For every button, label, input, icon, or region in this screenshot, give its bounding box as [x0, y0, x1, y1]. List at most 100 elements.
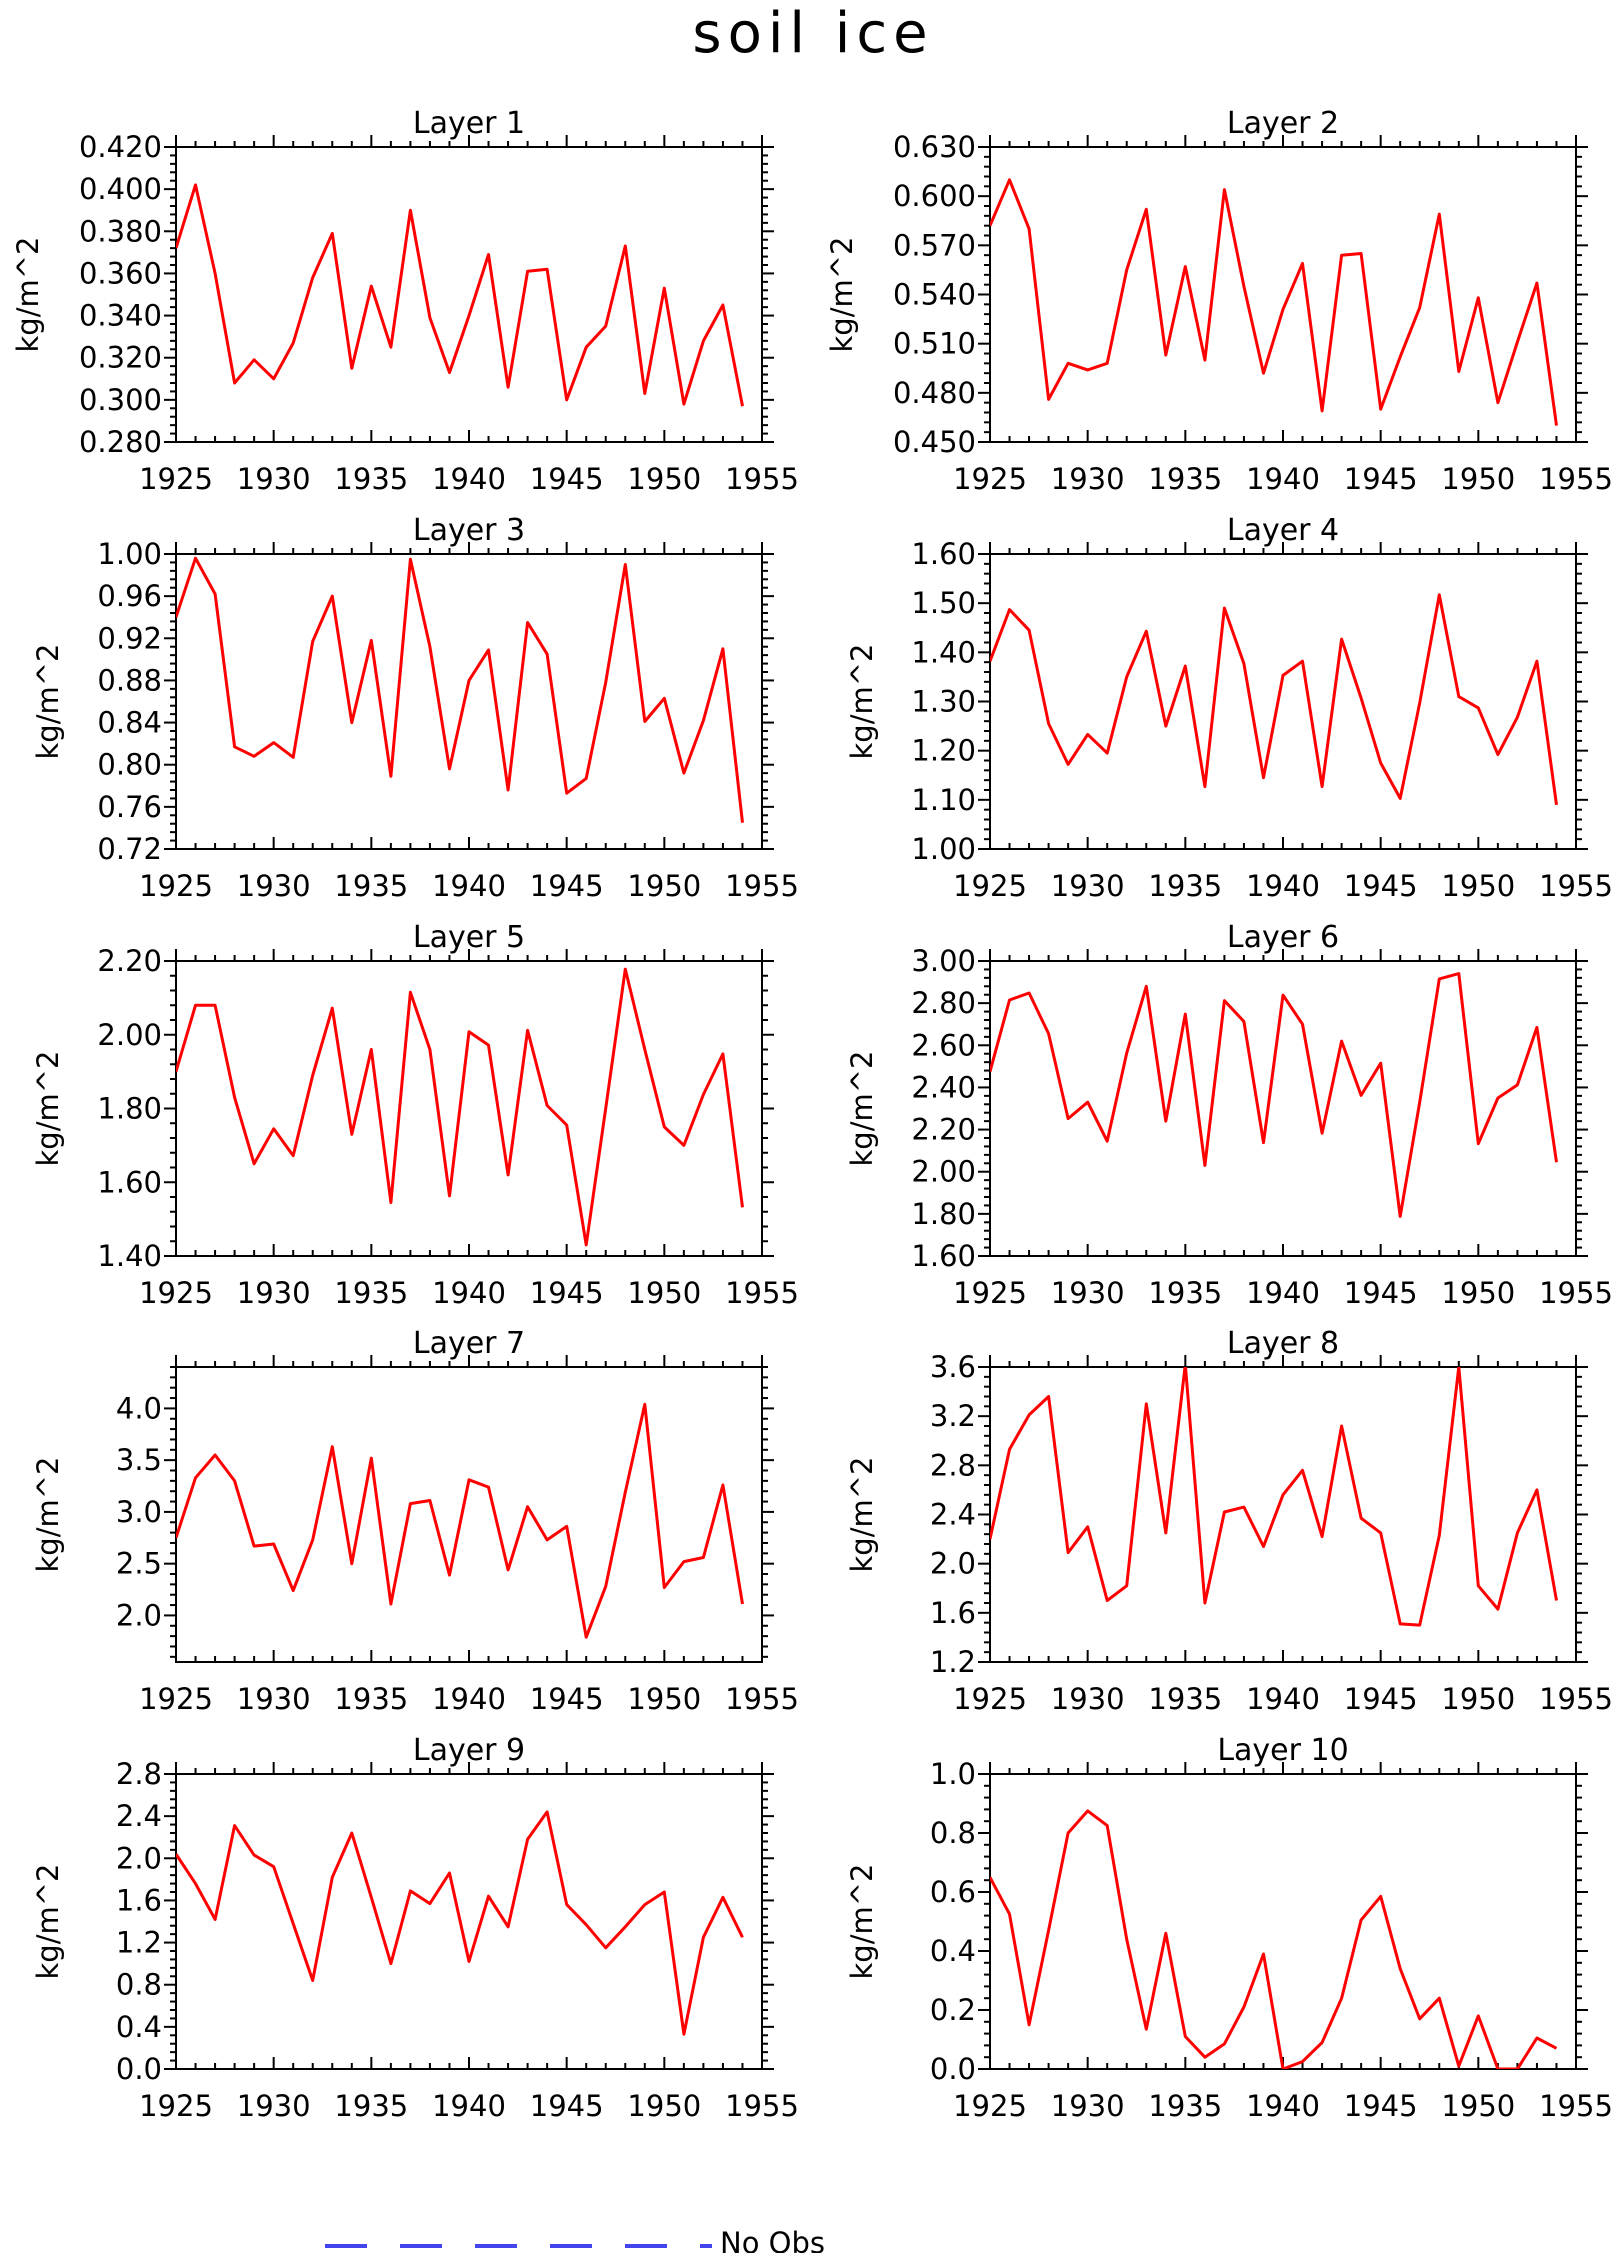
y-tick-label: 1.60 — [911, 537, 976, 571]
x-tick-label: 1925 — [139, 462, 213, 496]
x-tick-label: 1940 — [432, 869, 506, 903]
y-tick-label: 0.4 — [116, 2010, 162, 2044]
series-line — [176, 1810, 744, 2036]
y-tick-label: 0.4 — [930, 1934, 976, 1968]
plot-frame — [175, 146, 763, 443]
y-tick-label: 1.60 — [911, 1239, 976, 1273]
y-tick-label: 0.76 — [97, 790, 162, 824]
y-tick-label: 2.60 — [911, 1028, 976, 1062]
plot-frame — [989, 1773, 1577, 2070]
x-tick-label: 1955 — [725, 1682, 799, 1716]
x-tick-label: 1950 — [627, 1682, 701, 1716]
y-tick-label: 1.50 — [911, 586, 976, 620]
x-tick-label: 1925 — [953, 1276, 1027, 1310]
y-tick-label: 2.40 — [911, 1070, 976, 1104]
x-tick-label: 1950 — [627, 462, 701, 496]
x-tick-label: 1925 — [953, 462, 1027, 496]
x-tick-label: 1935 — [334, 1276, 408, 1310]
y-tick-label: 1.6 — [930, 1596, 976, 1630]
y-axis-label: kg/m^2 — [31, 644, 65, 760]
x-tick-label: 1930 — [1051, 1682, 1125, 1716]
x-tick-label: 1955 — [1539, 2089, 1613, 2123]
y-tick-label: 0.72 — [97, 832, 162, 866]
y-tick-label: 2.0 — [930, 1547, 976, 1581]
y-tick-label: 3.00 — [911, 944, 976, 978]
x-tick-label: 1940 — [432, 1682, 506, 1716]
x-tick-label: 1950 — [1441, 1276, 1515, 1310]
y-tick-label: 2.5 — [116, 1547, 162, 1581]
x-tick-label: 1925 — [953, 869, 1027, 903]
series-line — [990, 1809, 1558, 2069]
y-tick-label: 1.40 — [97, 1239, 162, 1273]
y-tick-label: 2.00 — [911, 1155, 976, 1189]
plot-frame — [175, 960, 763, 1257]
x-tick-label: 1935 — [1148, 2089, 1222, 2123]
y-tick-label: 0.88 — [97, 663, 162, 697]
y-tick-label: 2.0 — [116, 1598, 162, 1632]
y-axis-label: kg/m^2 — [845, 1051, 879, 1167]
y-tick-label: 4.0 — [116, 1391, 162, 1425]
y-axis-label: kg/m^2 — [825, 237, 859, 353]
y-tick-label: 0.450 — [893, 425, 976, 459]
main-title: soil ice — [692, 1, 933, 66]
x-tick-label: 1955 — [725, 462, 799, 496]
x-tick-label: 1950 — [627, 869, 701, 903]
y-tick-label: 0.300 — [79, 383, 162, 417]
x-tick-label: 1955 — [1539, 462, 1613, 496]
y-tick-label: 1.40 — [911, 635, 976, 669]
x-tick-label: 1930 — [237, 1276, 311, 1310]
plot-frame — [989, 146, 1577, 443]
y-tick-label: 3.0 — [116, 1495, 162, 1529]
y-tick-label: 0.540 — [893, 278, 976, 312]
x-tick-label: 1945 — [1344, 1276, 1418, 1310]
x-tick-label: 1945 — [530, 1276, 604, 1310]
x-tick-label: 1940 — [1246, 2089, 1320, 2123]
x-tick-label: 1935 — [1148, 1682, 1222, 1716]
y-tick-label: 2.8 — [116, 1757, 162, 1791]
y-tick-label: 0.80 — [97, 748, 162, 782]
x-tick-label: 1945 — [530, 2089, 604, 2123]
x-tick-label: 1955 — [725, 1276, 799, 1310]
x-tick-label: 1955 — [1539, 1682, 1613, 1716]
y-axis-label: kg/m^2 — [845, 1864, 879, 1980]
y-tick-label: 2.0 — [116, 1841, 162, 1875]
series-line — [990, 972, 1558, 1218]
x-tick-label: 1925 — [953, 1682, 1027, 1716]
y-tick-label: 1.80 — [911, 1197, 976, 1231]
y-tick-label: 2.00 — [97, 1018, 162, 1052]
y-tick-label: 0.320 — [79, 341, 162, 375]
y-tick-label: 1.20 — [911, 734, 976, 768]
series-line — [990, 1367, 1558, 1627]
y-tick-label: 1.80 — [97, 1092, 162, 1126]
x-tick-label: 1930 — [1051, 2089, 1125, 2123]
x-tick-label: 1935 — [1148, 869, 1222, 903]
y-tick-label: 0.84 — [97, 706, 162, 740]
y-tick-label: 1.60 — [97, 1165, 162, 1199]
x-tick-label: 1945 — [1344, 869, 1418, 903]
y-tick-label: 2.20 — [97, 944, 162, 978]
plot-frame — [175, 553, 763, 850]
y-tick-label: 0.96 — [97, 579, 162, 613]
series-line — [990, 593, 1558, 806]
y-tick-label: 3.6 — [930, 1350, 976, 1384]
y-tick-label: 0.630 — [893, 130, 976, 164]
y-tick-label: 0.570 — [893, 228, 976, 262]
x-tick-label: 1935 — [1148, 462, 1222, 496]
x-tick-label: 1945 — [530, 462, 604, 496]
y-tick-label: 0.340 — [79, 299, 162, 333]
x-tick-label: 1955 — [725, 2089, 799, 2123]
x-tick-label: 1940 — [1246, 1276, 1320, 1310]
y-tick-label: 1.30 — [911, 685, 976, 719]
y-tick-label: 0.380 — [79, 214, 162, 248]
y-tick-label: 0.0 — [930, 2052, 976, 2086]
series-line — [176, 967, 744, 1247]
y-tick-label: 1.10 — [911, 783, 976, 817]
x-tick-label: 1950 — [1441, 1682, 1515, 1716]
